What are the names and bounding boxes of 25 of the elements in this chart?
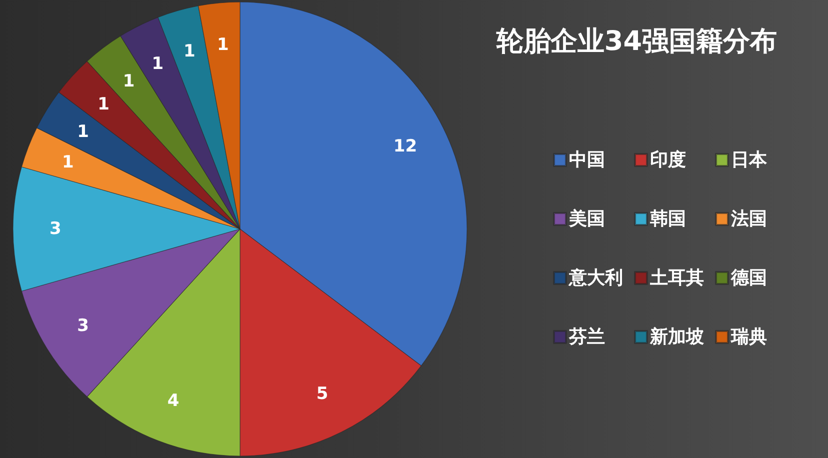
data-label: 1 bbox=[77, 122, 89, 142]
data-label: 1 bbox=[122, 72, 135, 92]
data-label: 1 bbox=[217, 35, 229, 56]
legend-label: 新加坡 bbox=[649, 326, 704, 348]
legend-label: 美国 bbox=[568, 208, 605, 230]
data-label: 1 bbox=[98, 94, 110, 115]
legend-label: 德国 bbox=[730, 268, 767, 288]
legend-label: 日本 bbox=[731, 150, 768, 170]
data-label: 4 bbox=[167, 391, 180, 412]
text: 轮胎企业34强国籍分布 bbox=[495, 26, 778, 57]
legend-label: 瑞典 bbox=[730, 326, 767, 348]
data-label: 5 bbox=[316, 384, 328, 404]
data-label: 12 bbox=[393, 136, 418, 157]
data-label: 3 bbox=[77, 316, 89, 336]
data-label: 1 bbox=[184, 41, 196, 62]
legend-label: 印度 bbox=[650, 150, 686, 170]
legend-label: 法国 bbox=[730, 208, 767, 230]
legend-label: 中国 bbox=[569, 150, 605, 170]
data-label: 1 bbox=[62, 152, 74, 172]
legend-label: 土耳其 bbox=[649, 268, 704, 288]
legend-label: 芬兰 bbox=[568, 326, 605, 348]
legend-label: 韩国 bbox=[649, 208, 686, 230]
legend-label: 意大利 bbox=[568, 268, 623, 288]
data-label: 3 bbox=[49, 219, 62, 239]
data-label: 1 bbox=[152, 54, 164, 74]
